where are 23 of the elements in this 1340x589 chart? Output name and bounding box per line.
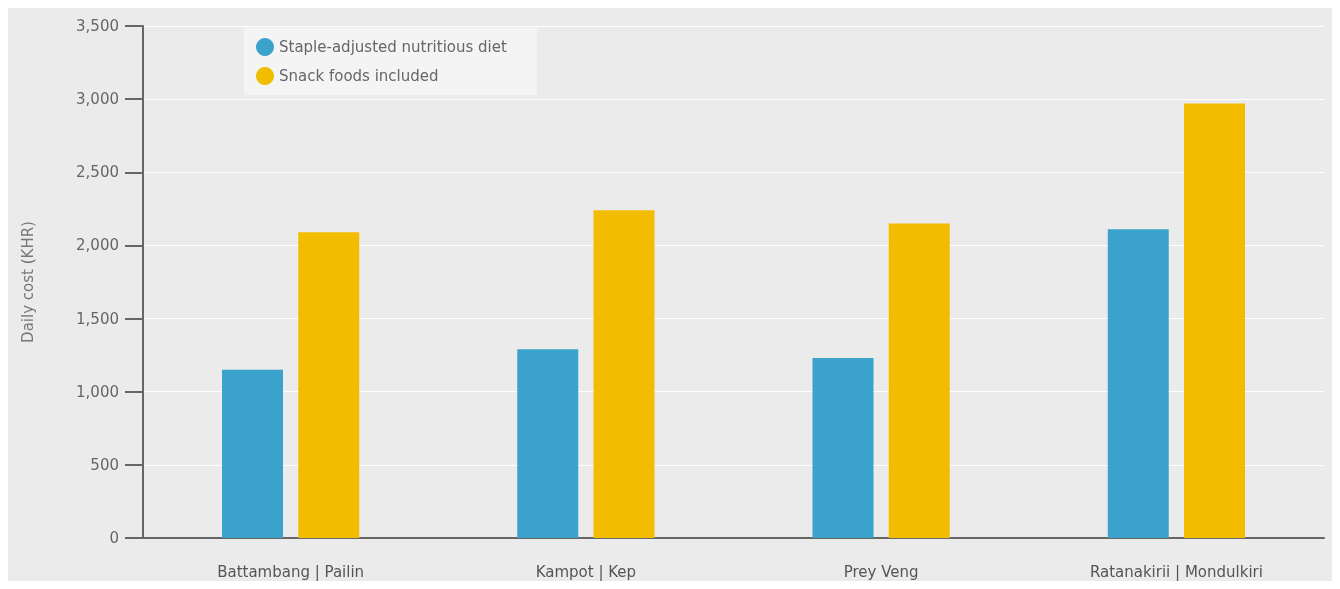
bar <box>517 349 579 538</box>
legend-label: Snack foods included <box>279 67 439 85</box>
x-tick-label: Battambang | Pailin <box>217 562 365 581</box>
y-tick-label: 3,000 <box>76 90 119 109</box>
y-tick-label: 1,000 <box>76 382 119 401</box>
bar <box>1184 103 1245 538</box>
x-tick-label: Kampot | Kep <box>535 562 637 581</box>
y-tick-label: 0 <box>109 529 119 547</box>
y-tick-label: 2,500 <box>76 163 119 182</box>
y-tick-label: 1,500 <box>76 309 119 328</box>
y-tick-label: 2,000 <box>76 236 119 255</box>
bar <box>593 210 655 538</box>
bar <box>1107 229 1169 538</box>
legend-label: Staple-adjusted nutritious diet <box>279 38 507 56</box>
bar <box>222 369 283 538</box>
bar <box>888 223 950 538</box>
bar <box>812 358 874 538</box>
y-tick-label: 500 <box>90 455 119 474</box>
y-tick-label: 3,500 <box>76 17 119 35</box>
x-tick-label: Ratanakirii | Mondulkiri <box>1089 562 1263 581</box>
y-axis-title: Daily cost (KHR) <box>18 221 37 343</box>
bar <box>298 232 360 538</box>
x-tick-label: Prey Veng <box>843 562 919 581</box>
